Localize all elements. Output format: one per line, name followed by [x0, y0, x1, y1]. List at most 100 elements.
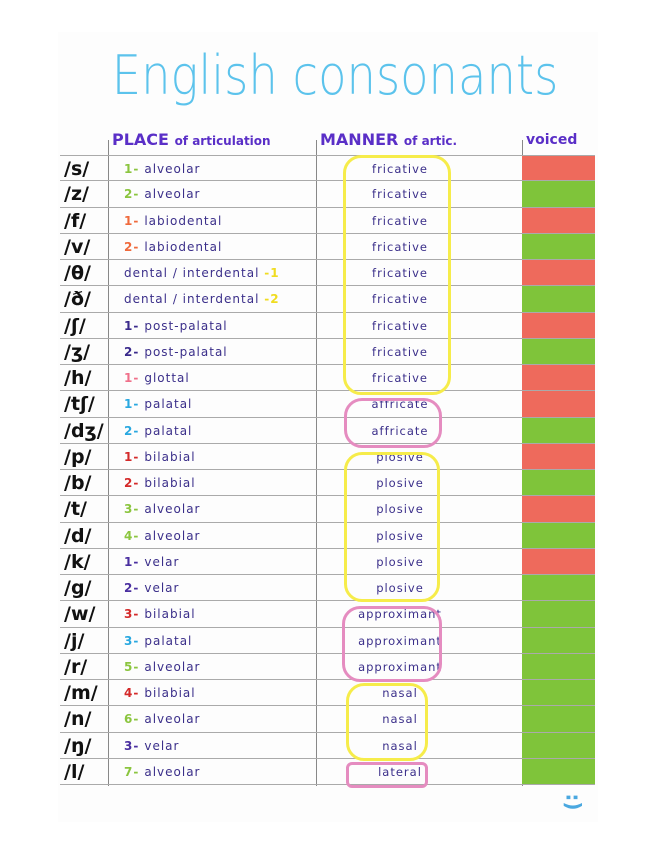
- place-cell: 1- labiodental: [124, 214, 222, 228]
- manner-cell: plosive: [376, 581, 424, 595]
- table-row: /s/ 1- alveolar fricative: [60, 155, 595, 182]
- voiced-swatch: [522, 286, 595, 312]
- manner-cell: fricative: [372, 292, 428, 307]
- place-cell: 2- bilabial: [124, 476, 196, 490]
- voiced-swatch: [522, 575, 595, 601]
- manner-cell: fricative: [372, 239, 428, 254]
- paper-sheet: [58, 32, 598, 822]
- voiced-swatch: [522, 417, 595, 443]
- manner-cell: nasal: [382, 738, 418, 753]
- place-number: 2-: [124, 423, 140, 438]
- manner-cell: plosive: [376, 476, 424, 490]
- manner-cell: approximant: [358, 607, 442, 622]
- place-number: 7-: [124, 764, 140, 779]
- voiceless-swatch: [522, 260, 595, 286]
- table-row: /ŋ/ 3- velar nasal: [60, 732, 595, 759]
- phoneme-symbol: /ʒ/: [64, 340, 91, 363]
- place-cell: 3- velar: [124, 739, 179, 753]
- phoneme-symbol: /ŋ/: [64, 734, 92, 757]
- phoneme-symbol: /dʒ/: [64, 419, 104, 442]
- voiced-swatch: [522, 680, 595, 706]
- place-text: velar: [144, 554, 180, 569]
- place-number: -1: [264, 266, 280, 280]
- phoneme-symbol: /f/: [64, 209, 87, 232]
- voiceless-swatch: [522, 496, 595, 522]
- phoneme-symbol: /g/: [64, 577, 92, 599]
- place-number: 2-: [124, 239, 140, 254]
- place-text: labiodental: [144, 213, 223, 228]
- place-text: alveolar: [144, 187, 201, 202]
- voiced-swatch: [522, 470, 595, 496]
- place-cell: dental / interdental -1: [124, 266, 285, 280]
- place-cell: 2- alveolar: [124, 187, 200, 201]
- phoneme-symbol: /tʃ/: [64, 393, 95, 416]
- place-number: 2-: [124, 476, 140, 490]
- place-text: post-palatal: [144, 318, 228, 333]
- table-row: /g/ 2- velar plosive: [60, 575, 595, 602]
- table-row: /ʒ/ 2- post-palatal fricative: [60, 338, 595, 365]
- table-row: /dʒ/ 2- palatal affricate: [60, 417, 595, 444]
- table-row: /z/ 2- alveolar fricative: [60, 181, 595, 208]
- place-text: alveolar: [144, 528, 201, 543]
- place-text: alveolar: [144, 502, 201, 517]
- header-place: PLACE of articulation: [112, 130, 271, 151]
- voiced-swatch: [522, 233, 595, 259]
- column-divider: [316, 140, 317, 786]
- place-text: alveolar: [144, 659, 201, 674]
- manner-cell: plosive: [376, 502, 424, 517]
- place-text: dental / interdental: [124, 292, 260, 307]
- place-cell: 6- alveolar: [124, 712, 200, 726]
- place-cell: 2- labiodental: [124, 240, 222, 254]
- place-cell: 3- bilabial: [124, 607, 196, 621]
- voiceless-swatch: [522, 365, 595, 391]
- place-number: 1-: [124, 162, 140, 176]
- place-text: bilabial: [144, 449, 196, 464]
- place-text: glottal: [144, 371, 190, 385]
- column-divider: [108, 140, 109, 786]
- place-text: bilabial: [144, 686, 196, 700]
- table-row: /n/ 6- alveolar nasal: [60, 706, 595, 733]
- place-number: -2: [264, 292, 280, 307]
- manner-cell: fricative: [372, 344, 428, 359]
- table-row: /w/ 3- bilabial approximant: [60, 601, 595, 628]
- header-place-label: PLACE: [112, 130, 169, 149]
- place-cell: 2- velar: [124, 581, 179, 595]
- place-cell: 1- velar: [124, 555, 179, 569]
- place-number: 3-: [124, 633, 140, 648]
- place-number: 1-: [124, 318, 140, 333]
- place-cell: dental / interdental -2: [124, 292, 285, 306]
- voiced-swatch: [522, 732, 595, 758]
- manner-cell: fricative: [372, 371, 428, 385]
- place-number: 1-: [124, 554, 140, 569]
- plosive-group-outline: [344, 452, 440, 602]
- manner-cell: approximant: [358, 659, 442, 674]
- place-cell: 4- bilabial: [124, 686, 196, 700]
- approximant-group-outline: [342, 606, 442, 682]
- table-row: /l/ 7- alveolar lateral: [60, 758, 595, 785]
- place-text: alveolar: [144, 712, 201, 727]
- voiced-swatch: [522, 627, 595, 653]
- nasal-group-outline: [346, 683, 428, 761]
- manner-cell: plosive: [376, 554, 424, 569]
- voiced-swatch: [522, 706, 595, 732]
- place-cell: 1- palatal: [124, 397, 192, 411]
- table-row: /ð/ dental / interdental -2 fricative: [60, 286, 595, 313]
- place-text: palatal: [144, 397, 193, 412]
- phoneme-symbol: /θ/: [64, 262, 91, 284]
- header-manner: MANNER of artic.: [320, 130, 457, 151]
- place-text: labiodental: [144, 239, 223, 254]
- phoneme-symbol: /z/: [64, 183, 89, 206]
- place-number: 3-: [124, 607, 140, 622]
- table-row: /f/ 1- labiodental fricative: [60, 207, 595, 234]
- smiley-doodle: :): [561, 793, 586, 811]
- place-text: velar: [144, 738, 180, 753]
- voiceless-swatch: [522, 207, 595, 233]
- place-number: 1-: [124, 449, 140, 464]
- phoneme-symbol: /w/: [64, 603, 96, 626]
- place-text: palatal: [144, 423, 193, 438]
- voiceless-swatch: [522, 443, 595, 469]
- phoneme-symbol: /n/: [64, 708, 92, 731]
- manner-cell: affricate: [371, 423, 429, 438]
- place-cell: 3- palatal: [124, 634, 192, 648]
- voiced-swatch: [522, 758, 595, 784]
